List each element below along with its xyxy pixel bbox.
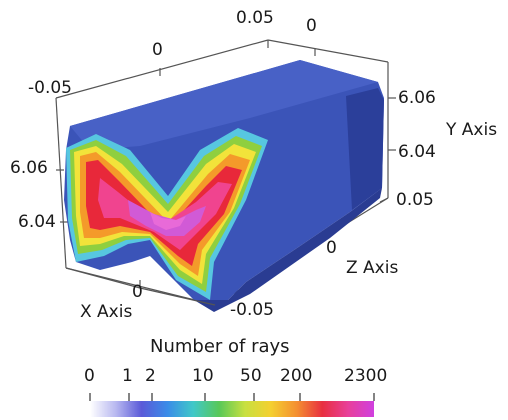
z-tick-mid: 0 bbox=[326, 238, 337, 258]
y-axis-title: Y Axis bbox=[446, 120, 498, 140]
axis-frame-front bbox=[65, 267, 216, 306]
z-tick-upper: 0.05 bbox=[396, 190, 434, 210]
top-tick-a: 0.05 bbox=[236, 8, 274, 28]
legend-tick-label: 1 bbox=[122, 366, 133, 386]
x-tick-near: 0 bbox=[132, 282, 143, 302]
legend-tick-label: 2 bbox=[145, 366, 156, 386]
legend-ticks bbox=[89, 393, 375, 401]
color-legend-bar bbox=[90, 401, 374, 417]
legend-tick-label: 2300 bbox=[344, 366, 388, 386]
legend-tick-label: 50 bbox=[240, 366, 262, 386]
y-tick-right-lower: 6.04 bbox=[398, 142, 436, 162]
y-tick-left-upper: 6.06 bbox=[10, 158, 48, 178]
top-tick-b: 0 bbox=[306, 16, 317, 36]
x-tick-mid: 0 bbox=[152, 40, 163, 60]
y-tick-right-upper: 6.06 bbox=[398, 88, 436, 108]
legend-tick-label: 0 bbox=[84, 366, 95, 386]
hourglass-cross-section bbox=[66, 128, 268, 300]
legend-tick-label: 10 bbox=[192, 366, 214, 386]
z-tick-lower: -0.05 bbox=[230, 300, 274, 320]
legend-title: Number of rays bbox=[150, 336, 290, 357]
z-axis-title: Z Axis bbox=[346, 258, 399, 278]
x-axis-title: X Axis bbox=[80, 302, 133, 322]
x-tick-left: -0.05 bbox=[28, 78, 72, 98]
y-tick-left-lower: 6.04 bbox=[18, 212, 56, 232]
legend-tick-label: 200 bbox=[280, 366, 313, 386]
